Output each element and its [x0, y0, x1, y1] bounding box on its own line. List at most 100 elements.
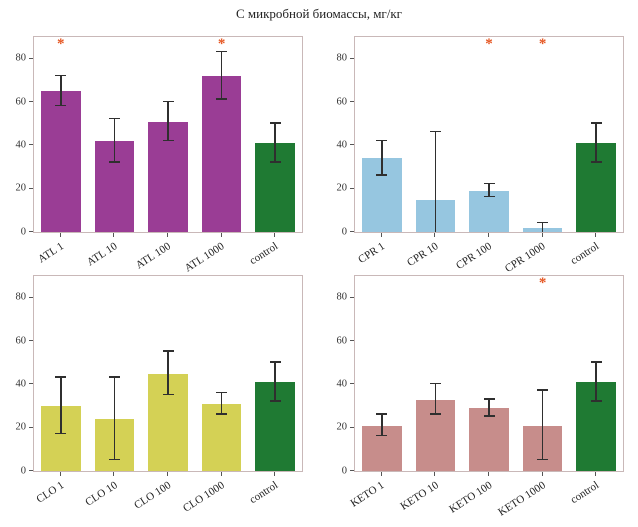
x-tick-label: KETO 1 — [348, 479, 387, 510]
x-tick-mark — [488, 472, 489, 476]
x-tick-label: KETO 100 — [446, 479, 494, 516]
error-bar-cap — [269, 161, 281, 163]
y-tick-label: 20 — [336, 182, 348, 194]
chart-cpr: 0 20 40 60 80 * * CPR 1 CPR 10 CPR 100 CPR 1000 c… — [327, 36, 624, 275]
error-bar — [220, 393, 223, 415]
error-bar-cap — [269, 122, 281, 124]
y-tick-label: 80 — [15, 291, 27, 303]
bar-keto-100 — [469, 408, 509, 471]
x-tick-mark — [59, 472, 61, 476]
y-tick-mark — [350, 187, 354, 189]
error-bar — [167, 102, 169, 141]
x-tick-mark — [274, 472, 276, 476]
x-tick-label: CLO 10 — [82, 479, 120, 509]
error-bar — [60, 76, 62, 107]
error-bar — [220, 52, 223, 100]
y-tick-mark — [29, 144, 33, 146]
error-bar — [595, 362, 597, 402]
significance-asterisk: * — [57, 36, 65, 52]
significance-asterisk: * — [538, 36, 547, 52]
y-axis: 0 20 40 60 80 — [6, 36, 33, 236]
y-tick-label: 40 — [336, 378, 348, 390]
x-tick-label: ATL 10 — [84, 240, 120, 269]
error-bar-cap — [537, 389, 549, 391]
x-tick-mark — [595, 233, 597, 237]
y-tick-mark — [350, 231, 354, 232]
error-bar-cap — [483, 195, 495, 198]
error-bar — [434, 132, 437, 232]
error-bar-cap — [376, 139, 388, 141]
x-tick-label: control — [568, 240, 602, 268]
error-bar-cap — [376, 413, 388, 415]
y-tick-label: 20 — [15, 421, 27, 433]
y-tick-mark — [29, 470, 33, 471]
x-tick-label: ATL 1 — [35, 240, 66, 266]
error-bar-cap — [376, 434, 388, 437]
x-tick-mark — [434, 472, 436, 476]
x-tick-mark — [541, 472, 543, 476]
error-bar-cap — [108, 458, 120, 461]
y-tick-mark — [350, 340, 354, 341]
y-tick-mark — [29, 187, 33, 189]
y-tick-mark — [29, 101, 33, 102]
y-tick-mark — [29, 231, 33, 232]
x-axis-labels: ATL 1 ATL 10 ATL 100 ATL 1000 control — [33, 233, 303, 274]
error-bar — [274, 123, 276, 163]
error-bar-cap — [216, 50, 228, 53]
error-bar-cap — [108, 161, 120, 163]
x-tick-mark — [488, 233, 489, 237]
error-bar-cap — [162, 393, 174, 396]
significance-asterisk: * — [538, 275, 547, 291]
x-tick-label: KETO 1000 — [495, 479, 548, 519]
x-tick-label: KETO 10 — [397, 479, 441, 513]
significance-asterisk: * — [217, 36, 226, 52]
x-tick-mark — [541, 233, 543, 237]
error-bar — [113, 377, 116, 461]
y-tick-mark — [350, 296, 354, 298]
error-bar-cap — [162, 350, 174, 352]
error-bar-cap — [162, 100, 174, 102]
y-tick-mark — [29, 57, 33, 59]
error-bar-cap — [108, 376, 120, 378]
error-bar-cap — [216, 98, 228, 100]
error-bar — [381, 141, 383, 176]
y-tick-label: 20 — [15, 182, 27, 194]
x-tick-label: control — [247, 479, 281, 507]
chart-grid: 0 20 40 60 80 * * ATL 1 ATL 10 ATL 100 ATL 1000 c… — [4, 36, 634, 519]
y-tick-label: 40 — [336, 139, 348, 151]
x-tick-label: CLO 1 — [33, 479, 66, 506]
error-bar-cap — [590, 122, 602, 124]
error-bar-cap — [537, 221, 549, 224]
bar-atl-1 — [40, 91, 81, 232]
error-bar-cap — [108, 117, 120, 120]
x-tick-mark — [220, 233, 222, 237]
error-bar — [60, 377, 62, 435]
y-tick-mark — [29, 426, 33, 428]
y-tick-label: 80 — [336, 291, 348, 303]
x-tick-label: CLO 100 — [131, 479, 173, 512]
error-bar-cap — [162, 139, 174, 141]
y-tick-label: 40 — [15, 139, 27, 151]
error-bar-cap — [429, 382, 441, 385]
bar-cpr-100 — [469, 190, 509, 232]
error-bar-cap — [483, 415, 495, 417]
x-tick-mark — [595, 472, 597, 476]
error-bar-cap — [269, 400, 281, 402]
error-bar — [434, 384, 437, 415]
error-bar — [488, 399, 490, 417]
y-axis: 0 20 40 60 80 — [6, 275, 33, 475]
error-bar-cap — [55, 74, 67, 76]
error-bar-cap — [429, 130, 441, 133]
error-bar-cap — [216, 391, 228, 393]
y-axis: 0 20 40 60 80 — [327, 36, 354, 236]
x-tick-label: CPR 1000 — [502, 240, 548, 276]
x-tick-label: CLO 1000 — [180, 479, 227, 515]
error-bar — [113, 119, 116, 163]
y-tick-mark — [350, 144, 354, 146]
x-tick-mark — [380, 472, 382, 476]
y-tick-mark — [350, 470, 354, 471]
y-tick-label: 60 — [15, 334, 27, 346]
error-bar-cap — [429, 413, 441, 415]
y-tick-mark — [29, 340, 33, 341]
chart-keto: 0 20 40 60 80 * KETO 1 KETO 10 KETO 100 KETO 10… — [327, 275, 624, 519]
